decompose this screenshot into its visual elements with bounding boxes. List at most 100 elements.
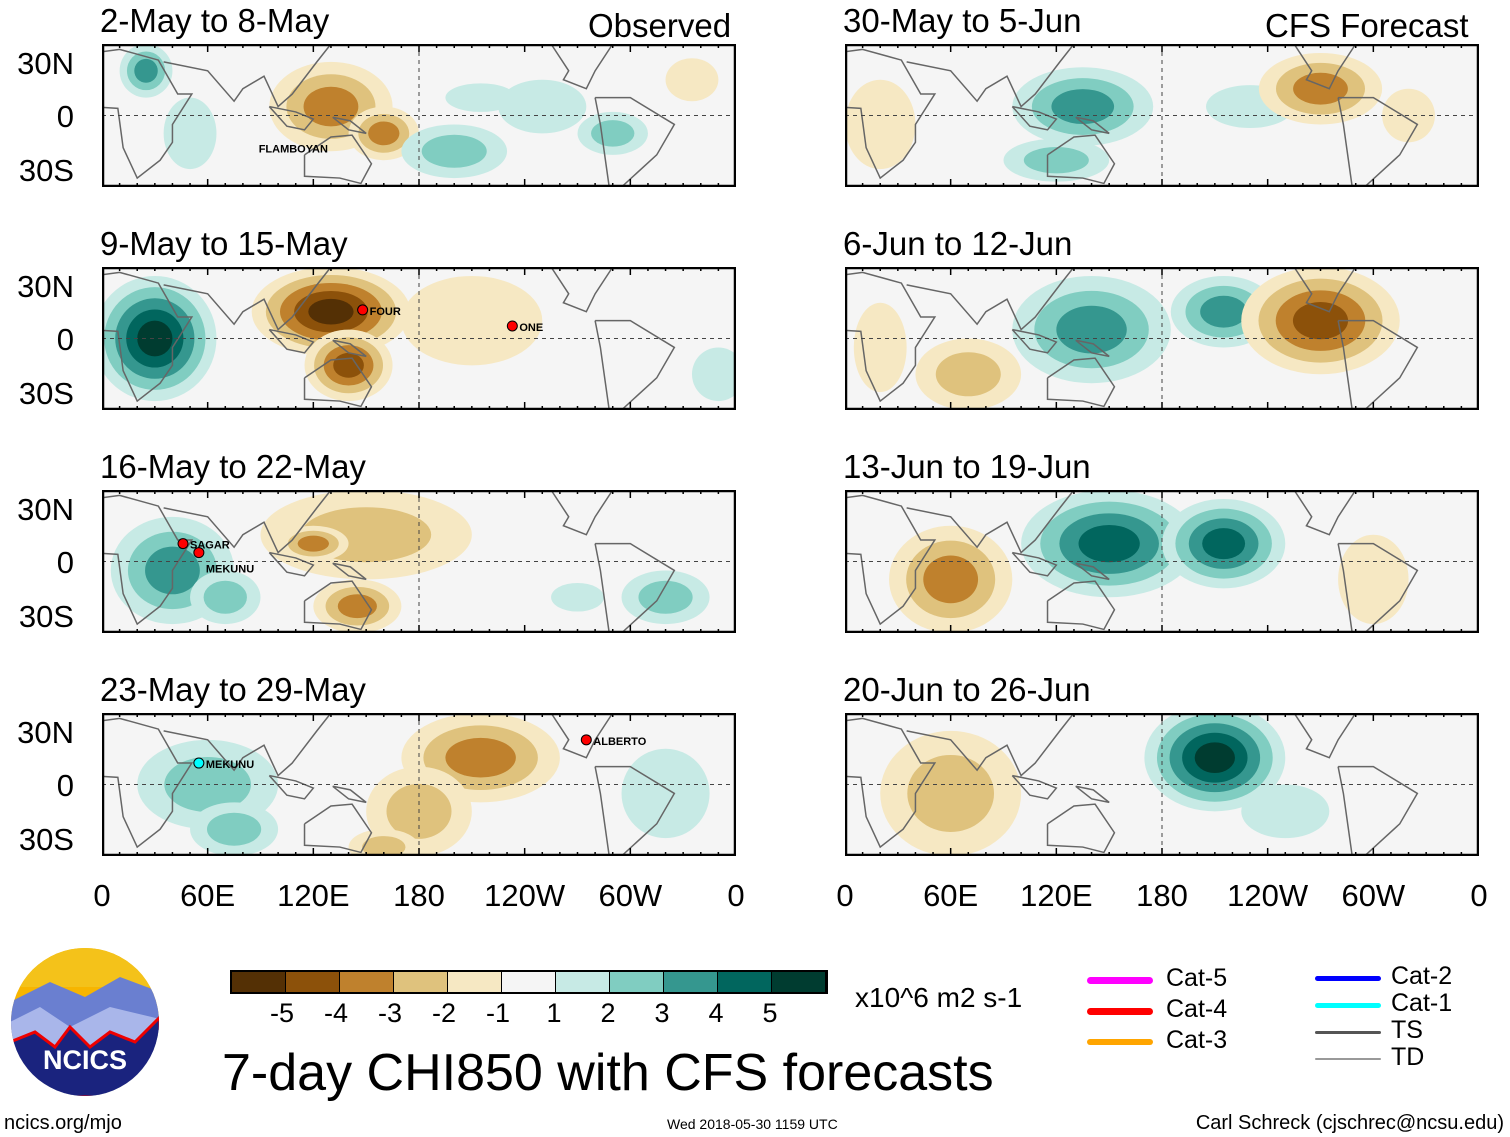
- lat-label: 30N: [17, 715, 74, 750]
- forecast-label: CFS Forecast: [1265, 7, 1469, 44]
- colorbar-swatch: [556, 972, 610, 992]
- anomaly-contour: [1023, 146, 1089, 174]
- anomaly-contour: [206, 812, 262, 846]
- coastline: [332, 785, 367, 804]
- panel-title: 6-Jun to 12-Jun: [843, 225, 1073, 262]
- lon-label: 0: [727, 878, 745, 913]
- coastline: [268, 328, 315, 354]
- colorbar-label: -5: [269, 998, 295, 1028]
- legend-label: Cat-1: [1391, 989, 1453, 1017]
- map-panel: FOUR ONE: [102, 267, 736, 410]
- lat-label: 30N: [17, 46, 74, 81]
- anomaly-contour: [923, 555, 979, 604]
- anomaly-contour: [551, 582, 604, 612]
- anomaly-contour: [333, 352, 364, 378]
- lat-label: 30S: [18, 153, 74, 188]
- panel-title: 30-May to 5-Jun: [843, 2, 1082, 39]
- colorbar: [230, 970, 828, 994]
- anomaly-contour: [1293, 72, 1348, 105]
- map-panel: FLAMBOYAN: [102, 44, 736, 187]
- coastline: [1011, 774, 1058, 800]
- coastline: [332, 562, 367, 581]
- panel-title: 9-May to 15-May: [100, 225, 348, 262]
- lat-label: 0: [56, 99, 74, 134]
- legend-label: TS: [1391, 1016, 1423, 1044]
- coastline: [845, 494, 937, 626]
- colorbar-label: 3: [654, 998, 670, 1028]
- coastline: [303, 803, 373, 854]
- colorbar-swatch: [394, 972, 448, 992]
- anomaly-contour: [297, 535, 329, 552]
- anomaly-contour: [337, 594, 377, 619]
- lon-label: 120W: [484, 878, 566, 913]
- anomaly-contour: [591, 120, 635, 147]
- colorbar-swatch: [502, 972, 556, 992]
- observed-label: Observed: [588, 7, 732, 44]
- coastline: [1046, 580, 1116, 631]
- legend-label: Cat-3: [1166, 1026, 1228, 1054]
- panel-title: 23-May to 29-May: [100, 671, 366, 708]
- anomaly-contour: [1194, 742, 1235, 774]
- ncics-logo: NCICS: [11, 948, 159, 1096]
- legend-label: Cat-5: [1166, 964, 1228, 992]
- map-panel: [845, 490, 1479, 633]
- colorbar-swatch: [664, 972, 718, 992]
- storm-label: FLAMBOYAN: [259, 144, 328, 156]
- coastline: [1046, 134, 1116, 185]
- colorbar-units: x10^6 m2 s-1: [855, 982, 1023, 1013]
- coastline: [1046, 803, 1116, 854]
- colorbar-label: -4: [323, 998, 349, 1028]
- storm-marker: FOUR: [357, 304, 401, 318]
- anomaly-contour: [907, 754, 995, 832]
- anomaly-contour: [421, 134, 487, 168]
- coastline: [1337, 96, 1419, 187]
- coastline: [1337, 542, 1419, 633]
- anomaly-contour: [1056, 305, 1127, 354]
- coastline: [550, 713, 614, 759]
- coastline: [906, 713, 1075, 777]
- coastline: [845, 717, 937, 849]
- lat-label: 30N: [17, 492, 74, 527]
- anomaly-contour: [401, 275, 543, 366]
- storm-icon: [193, 757, 205, 769]
- coastline: [1337, 765, 1419, 856]
- coastline: [1075, 562, 1110, 581]
- lon-label: 0: [93, 878, 111, 913]
- footer-url: ncics.org/mjo: [4, 1112, 122, 1134]
- lat-label: 30S: [18, 822, 74, 857]
- storm-label: ONE: [519, 322, 543, 334]
- coastline: [594, 319, 676, 410]
- coastline: [906, 490, 1075, 554]
- coastline: [102, 717, 194, 849]
- coastline: [102, 48, 194, 180]
- coastline: [594, 96, 676, 187]
- main-title: 7-day CHI850 with CFS forecasts: [222, 1044, 994, 1102]
- coastline: [163, 44, 332, 108]
- coastline: [332, 116, 367, 135]
- anomaly-contour: [445, 737, 516, 778]
- coastline: [1075, 339, 1110, 358]
- anomaly-contour: [845, 79, 916, 170]
- coastline: [1293, 490, 1357, 536]
- panel-title: 20-Jun to 26-Jun: [843, 671, 1091, 708]
- anomaly-contour: [137, 320, 173, 357]
- legend-line: [1315, 975, 1381, 981]
- storm-label: MEKUNU: [206, 564, 254, 576]
- anomaly-contour: [308, 298, 354, 325]
- storm-label: ALBERTO: [593, 736, 646, 748]
- lon-label: 120W: [1227, 878, 1309, 913]
- coastline: [1011, 328, 1058, 354]
- coastline: [550, 490, 614, 536]
- anomaly-contour: [621, 748, 710, 839]
- coastline: [1011, 105, 1058, 131]
- legend-label: TD: [1391, 1043, 1425, 1071]
- legend-label: Cat-4: [1166, 995, 1228, 1023]
- map-panel: [845, 713, 1479, 856]
- colorbar-swatch: [610, 972, 664, 992]
- anomaly-contour: [935, 352, 1001, 397]
- colorbar-label: -3: [377, 998, 403, 1028]
- coastline: [102, 494, 194, 626]
- footer-timestamp: Wed 2018-05-30 1159 UTC: [667, 1116, 838, 1132]
- legend-line: [1087, 976, 1153, 984]
- coastline: [1293, 44, 1357, 90]
